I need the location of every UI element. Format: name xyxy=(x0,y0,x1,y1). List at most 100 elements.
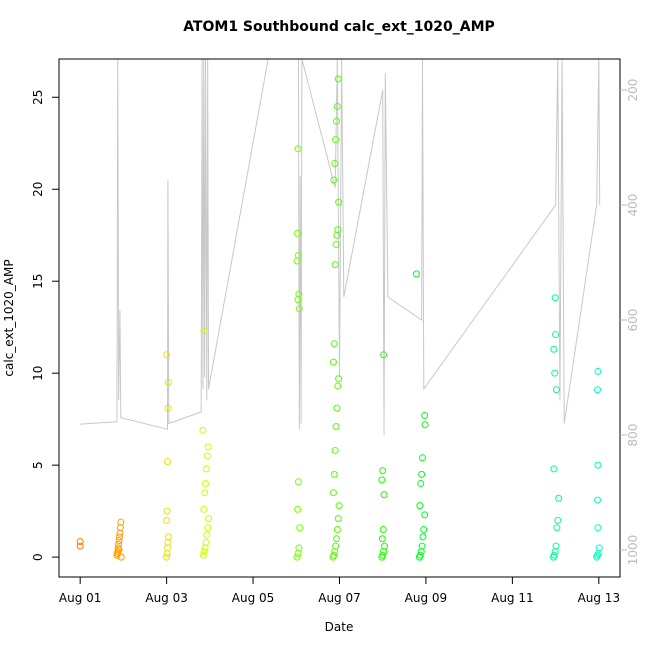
point xyxy=(330,176,338,184)
point xyxy=(418,454,426,462)
point xyxy=(293,553,301,561)
point xyxy=(594,367,602,375)
point xyxy=(412,270,420,278)
point xyxy=(334,226,342,234)
point xyxy=(330,551,338,559)
point xyxy=(416,551,424,559)
x-tick-label: Aug 03 xyxy=(145,591,188,605)
y-axis-label: calc_ext_1020_AMP xyxy=(2,259,16,376)
point xyxy=(419,533,427,541)
point xyxy=(294,251,302,259)
point xyxy=(554,516,562,524)
point xyxy=(332,136,340,144)
point xyxy=(551,294,559,302)
point xyxy=(204,524,212,532)
point xyxy=(332,240,340,248)
point xyxy=(114,548,122,556)
point xyxy=(378,535,386,543)
point xyxy=(203,531,211,539)
y-tick-label: 10 xyxy=(31,366,45,381)
point xyxy=(379,551,387,559)
point xyxy=(595,544,603,552)
x-tick-label: Aug 01 xyxy=(59,591,102,605)
point xyxy=(333,102,341,110)
point xyxy=(335,502,343,510)
point xyxy=(421,411,429,419)
point xyxy=(200,505,208,513)
point xyxy=(116,533,124,541)
y2-tick-label: 600 xyxy=(626,309,640,332)
point xyxy=(334,382,342,390)
point xyxy=(329,489,337,497)
point xyxy=(164,378,172,386)
point xyxy=(330,470,338,478)
point xyxy=(203,452,211,460)
y2-tick-label: 800 xyxy=(626,424,640,447)
point xyxy=(335,375,343,383)
y-tick-label: 0 xyxy=(31,553,45,561)
point xyxy=(418,542,426,550)
point xyxy=(550,345,558,353)
point xyxy=(294,229,302,237)
x-tick-label: Aug 09 xyxy=(405,591,448,605)
point xyxy=(420,526,428,534)
point xyxy=(76,542,84,550)
point xyxy=(332,117,340,125)
point xyxy=(330,340,338,348)
y-tick-label: 5 xyxy=(31,461,45,469)
point xyxy=(594,524,602,532)
point xyxy=(164,404,172,412)
point xyxy=(379,526,387,534)
point xyxy=(117,518,125,526)
point xyxy=(332,423,340,431)
point xyxy=(379,467,387,475)
point xyxy=(163,507,171,515)
point xyxy=(380,491,388,499)
point xyxy=(332,535,340,543)
point xyxy=(334,515,342,523)
point xyxy=(421,421,429,429)
chart-title: ATOM1 Southbound calc_ext_1020_AMP xyxy=(183,19,495,35)
point xyxy=(294,145,302,153)
point xyxy=(163,457,171,465)
point xyxy=(163,351,171,359)
point xyxy=(552,331,560,339)
point xyxy=(333,404,341,412)
y2-tick-label: 200 xyxy=(626,79,640,102)
y-tick-label: 20 xyxy=(31,182,45,197)
point xyxy=(294,478,302,486)
y-tick-label: 15 xyxy=(31,274,45,289)
point xyxy=(201,489,209,497)
point xyxy=(551,369,559,377)
point xyxy=(294,505,302,513)
point xyxy=(199,551,207,559)
x-axis-label: Date xyxy=(325,620,354,634)
point xyxy=(550,551,558,559)
point xyxy=(331,446,339,454)
point xyxy=(202,538,210,546)
point xyxy=(553,524,561,532)
point xyxy=(332,542,340,550)
point xyxy=(115,537,123,545)
point xyxy=(416,502,424,510)
plot-area xyxy=(76,58,603,561)
point xyxy=(202,465,210,473)
point xyxy=(200,327,208,335)
x-tick-label: Aug 13 xyxy=(578,591,621,605)
point xyxy=(378,476,386,484)
x-tick-label: Aug 11 xyxy=(491,591,534,605)
point xyxy=(295,544,303,552)
point xyxy=(380,542,388,550)
y2-tick-label: 400 xyxy=(626,194,640,217)
point xyxy=(205,515,213,523)
point xyxy=(594,461,602,469)
point xyxy=(335,198,343,206)
point xyxy=(204,443,212,451)
x-tick-label: Aug 07 xyxy=(318,591,361,605)
x-tick-label: Aug 05 xyxy=(232,591,275,605)
point xyxy=(550,465,558,473)
point xyxy=(202,480,210,488)
point xyxy=(380,351,388,359)
